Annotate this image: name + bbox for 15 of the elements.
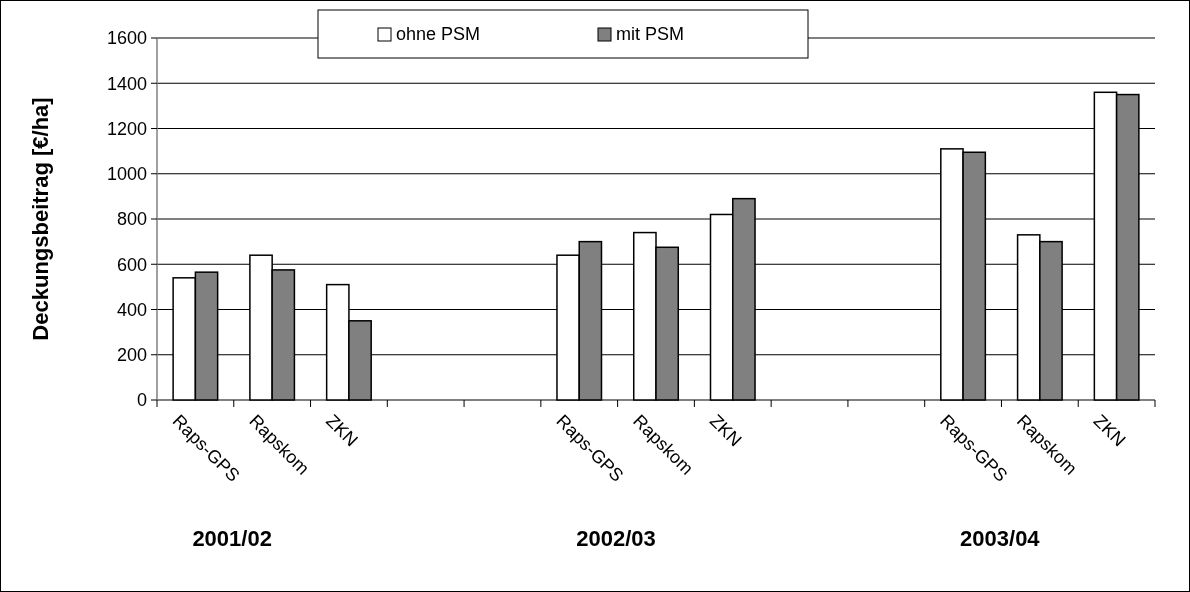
y-axis-title: Deckungsbeitrag [€/ha] bbox=[28, 97, 53, 341]
y-tick-label: 200 bbox=[116, 345, 147, 366]
y-tick-label: 600 bbox=[116, 254, 147, 275]
text: 2001/02 bbox=[192, 526, 272, 551]
text: 2002/03 bbox=[576, 526, 656, 551]
legend-label: mit PSM bbox=[616, 24, 685, 44]
y-tick-label: 1400 bbox=[106, 73, 147, 94]
y-tick-label: 1000 bbox=[106, 164, 147, 185]
y-tick-label: 1600 bbox=[106, 28, 147, 49]
y-tick-label: 400 bbox=[116, 299, 147, 320]
text: 2003/04 bbox=[960, 526, 1041, 551]
legend-label: ohne PSM bbox=[396, 24, 481, 44]
y-tick-label: 1200 bbox=[106, 118, 147, 139]
y-tick-label: 800 bbox=[116, 209, 147, 230]
y-tick-label: 0 bbox=[136, 390, 147, 411]
